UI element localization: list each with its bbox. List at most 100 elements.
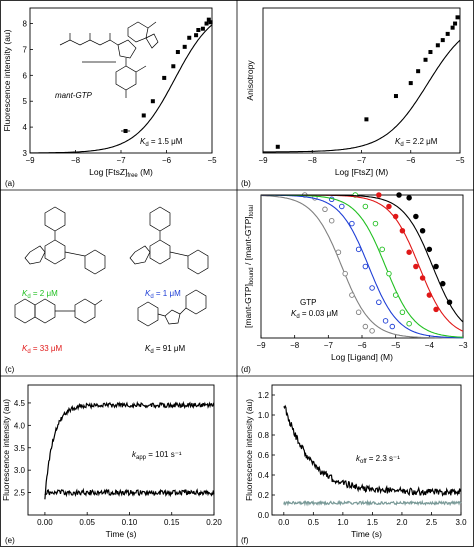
panel-label-d: (d) [241, 365, 251, 374]
data-point [392, 292, 399, 298]
data-point [396, 192, 402, 198]
y-tick-label: 5 [23, 97, 28, 106]
data-point [171, 64, 176, 69]
fit-curve [261, 194, 464, 323]
data-point [433, 263, 439, 270]
panel-label-e: (e) [5, 536, 15, 545]
kinetic-trace [283, 404, 462, 497]
kinetic-trace [283, 499, 462, 507]
x-tick-label: −7 [324, 341, 334, 350]
data-point [433, 306, 439, 313]
data-point [362, 263, 369, 270]
x-tick-label: 3.0 [455, 518, 467, 527]
data-point [386, 203, 392, 210]
compound-4-kd-label: Kd = 91 μM [145, 344, 186, 355]
x-tick-label: 0.00 [37, 518, 53, 527]
data-point [413, 263, 419, 270]
data-point [413, 213, 419, 220]
data-point [141, 113, 146, 118]
data-point [200, 26, 205, 31]
rate-annotation: kapp = 101 s⁻¹ [132, 450, 182, 461]
data-point [335, 249, 342, 255]
data-point [426, 292, 433, 298]
y-tick-label: 1.2 [258, 391, 270, 400]
y-tick-label: 0.6 [258, 451, 270, 460]
data-point [455, 15, 460, 20]
data-point [399, 309, 406, 316]
y-tick-label: 0.8 [258, 431, 270, 440]
data-point [406, 195, 412, 201]
data-point [204, 21, 209, 26]
y-tick-label: 3.5 [14, 444, 26, 453]
data-point [206, 17, 211, 22]
data-point [182, 44, 187, 49]
x-tick-label: 1.0 [337, 518, 349, 527]
y-tick-label: 0.4 [258, 471, 270, 480]
x-tick-label: −6 [406, 156, 416, 165]
y-tick-label: 3.0 [14, 466, 26, 475]
data-point [393, 94, 398, 99]
compound-3-kd-label: Kd = 33 μM [22, 344, 63, 355]
data-point [123, 128, 128, 133]
y-axis-label: [mant-GTP]bound / [mant-GTP]total [243, 205, 255, 328]
y-tick-label: 4 [23, 123, 28, 132]
data-point [208, 20, 213, 25]
data-point [339, 203, 345, 210]
fit-curve [263, 39, 461, 153]
kd-annotation: Kd = 1.5 μM [140, 137, 183, 148]
data-point [435, 43, 440, 48]
data-point [362, 323, 369, 330]
x-tick-label: 0.15 [164, 518, 180, 527]
x-tick-label: −5 [207, 156, 217, 165]
data-point [376, 299, 382, 306]
ligand-name: mant-GTP [55, 91, 93, 100]
kinetic-trace [44, 487, 215, 498]
data-point [162, 75, 167, 80]
data-point [342, 270, 348, 277]
y-tick-label: 4.5 [14, 399, 26, 408]
x-axis-label: Time (s) [351, 529, 382, 539]
data-point [355, 246, 362, 253]
x-tick-label: −8 [308, 156, 318, 165]
data-point [382, 318, 389, 324]
data-point [369, 285, 375, 291]
data-point [372, 220, 379, 227]
x-tick-label: 2.5 [426, 518, 438, 527]
fit-curve [261, 195, 463, 339]
data-point [450, 25, 455, 30]
rate-annotation: koff = 2.3 s⁻¹ [356, 454, 400, 465]
data-point [328, 217, 335, 224]
y-tick-label: 0.0 [258, 511, 270, 520]
data-point [419, 275, 426, 281]
x-tick-label: −4 [425, 341, 435, 350]
panel-label-b: (b) [241, 179, 251, 188]
data-point [440, 38, 445, 43]
fit-curve [30, 24, 213, 154]
x-tick-label: −9 [25, 156, 35, 165]
data-point [275, 144, 280, 149]
y-tick-label: 1.0 [258, 411, 270, 420]
x-tick-label: 0.0 [278, 518, 290, 527]
mant-gtp-structure-drawing [59, 21, 159, 98]
data-point [399, 227, 406, 234]
data-point [322, 206, 328, 213]
y-tick-label: 2.5 [14, 489, 26, 498]
data-point [364, 117, 369, 122]
x-tick-label: −8 [290, 341, 300, 350]
data-point [408, 81, 413, 86]
x-tick-label: 0.5 [308, 518, 320, 527]
y-axis-label: Fluorescence intensity (au) [2, 29, 12, 131]
x-tick-label: −5 [455, 156, 465, 165]
data-point [187, 35, 192, 40]
panel-label-c: (c) [5, 365, 15, 374]
x-tick-label: −9 [258, 156, 268, 165]
compound-1-kd-label: Kd = 2 μM [22, 289, 58, 300]
data-point [379, 246, 385, 253]
chart-panel-b: −9 −8 −7 −6 −5 Log [FtsZ] (M) Anisotropy Kd = 2… [245, 7, 465, 177]
compound-1-drawing [24, 206, 106, 275]
kd-annotation: Kd = 2.2 μM [395, 137, 438, 148]
compound-2-drawing [129, 206, 209, 275]
data-point [406, 249, 412, 255]
